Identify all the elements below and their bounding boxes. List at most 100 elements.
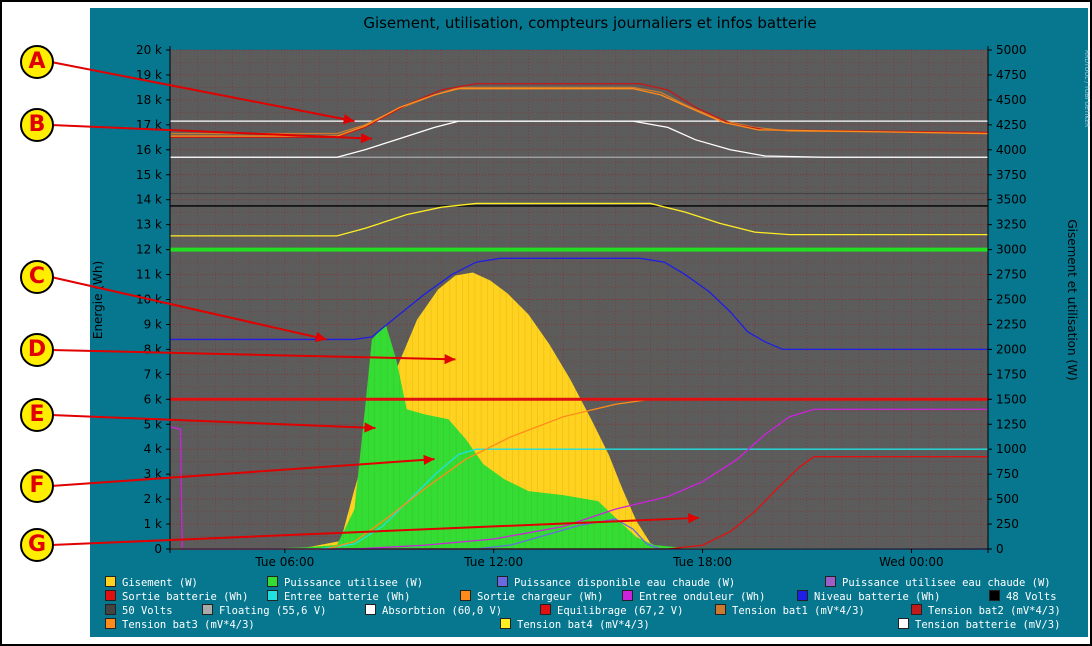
y-tick-label-right: 4500 [996, 93, 1027, 107]
legend-label: Entree batterie (Wh) [284, 591, 411, 603]
legend-label: Equilibrage (67,2 V) [557, 605, 684, 617]
legend-item: Gisement (W) [105, 576, 198, 589]
y-tick-label-right: 2000 [996, 342, 1027, 356]
legend-swatch [202, 604, 213, 615]
plot-area: 01 k2 k3 k4 k5 k6 k7 k8 k9 k10 k11 k12 k… [136, 43, 1027, 569]
series-line [170, 202, 988, 237]
annotation-arrowhead [688, 513, 700, 524]
y-tick-label-right: 3000 [996, 243, 1027, 257]
legend-label: Gisement (W) [122, 577, 198, 589]
annotation-arrowhead [314, 332, 327, 343]
y-tick-label-left: 18 k [136, 93, 162, 107]
y-tick-label-right: 2250 [996, 317, 1027, 331]
y-tick-label-left: 19 k [136, 68, 162, 82]
legend-swatch [898, 618, 909, 629]
x-tick-label: Tue 06:00 [254, 555, 314, 569]
y-tick-label-left: 15 k [136, 168, 162, 182]
y-tick-label-right: 2750 [996, 268, 1027, 282]
legend-item: Floating (55,6 V) [202, 604, 326, 617]
annotation-marker: F [20, 469, 54, 503]
annotation-arrowhead [364, 422, 376, 433]
y-tick-label-right: 500 [996, 492, 1019, 506]
legend-label: Puissance utilisee eau chaude (W) [842, 577, 1051, 589]
y-tick-label-right: 2500 [996, 293, 1027, 307]
x-tick-label: Tue 12:00 [463, 555, 523, 569]
y-tick-label-right: 3500 [996, 193, 1027, 207]
legend-item: Puissance utilisee (W) [267, 576, 423, 589]
legend-item: Sortie batterie (Wh) [105, 590, 248, 603]
legend-swatch [825, 576, 836, 587]
legend-item: Tension bat4 (mV*4/3) [500, 618, 650, 631]
legend-label: Tension bat1 (mV*4/3) [732, 605, 865, 617]
legend-swatch [622, 590, 633, 601]
y-tick-label-left: 8 k [144, 342, 162, 356]
legend-item: Niveau batterie (Wh) [797, 590, 940, 603]
annotation-arrow [50, 414, 376, 429]
y-tick-label-left: 11 k [136, 268, 162, 282]
legend-item: Entree onduleur (Wh) [622, 590, 765, 603]
y-axis-left-label: Energie (Wh) [91, 261, 105, 339]
legend-item: Sortie chargeur (Wh) [460, 590, 603, 603]
y-tick-label-right: 250 [996, 517, 1019, 531]
legend-label: 48 Volts [1006, 591, 1057, 603]
y-tick-label-left: 2 k [144, 492, 162, 506]
annotation-arrowhead [342, 113, 355, 125]
x-tick-label: Wed 00:00 [879, 555, 944, 569]
legend-item: Tension bat1 (mV*4/3) [715, 604, 865, 617]
x-tick-label: Tue 18:00 [672, 555, 732, 569]
series-line [170, 456, 988, 550]
annotation-marker: A [20, 45, 54, 79]
y-tick-label-right: 750 [996, 467, 1019, 481]
y-tick-label-left: 7 k [144, 367, 162, 381]
legend-label: Puissance utilisee (W) [284, 577, 424, 589]
legend-label: Sortie batterie (Wh) [122, 591, 249, 603]
y-tick-label-left: 13 k [136, 218, 162, 232]
series-line [170, 257, 988, 351]
series-line [170, 120, 988, 158]
series-line [170, 88, 989, 137]
y-tick-label-left: 20 k [136, 43, 162, 57]
series-line [170, 398, 988, 550]
legend-label: Niveau batterie (Wh) [814, 591, 941, 603]
y-tick-label-left: 5 k [144, 417, 162, 431]
legend-label: Floating (55,6 V) [219, 605, 327, 617]
legend-swatch [497, 576, 508, 587]
legend-item: Absorbtion (60,0 V) [365, 604, 502, 617]
y-tick-label-right: 1750 [996, 367, 1027, 381]
legend-label: Tension bat2 (mV*4/3) [928, 605, 1061, 617]
legend-swatch [797, 590, 808, 601]
legend-swatch [911, 604, 922, 615]
legend-swatch [989, 590, 1000, 601]
series-area [170, 324, 988, 549]
legend-item: 50 Volts [105, 604, 173, 617]
legend-swatch [267, 590, 278, 601]
annotation-arrow [50, 124, 372, 140]
legend-label: Tension bat4 (mV*4/3) [517, 619, 650, 631]
legend-swatch [105, 590, 116, 601]
y-tick-label-left: 12 k [136, 243, 162, 257]
y-axis-right-label: Gisement et utilisation (W) [1065, 219, 1079, 380]
annotation-arrow [50, 458, 435, 487]
legend-swatch [540, 604, 551, 615]
annotation-arrowhead [444, 354, 456, 365]
legend-swatch [500, 618, 511, 629]
legend-item: Tension bat3 (mV*4/3) [105, 618, 255, 631]
y-tick-label-right: 3250 [996, 218, 1027, 232]
y-tick-label-right: 1250 [996, 417, 1027, 431]
legend-label: 50 Volts [122, 605, 173, 617]
annotation-marker: G [20, 528, 54, 562]
annotation-marker: E [20, 398, 54, 432]
legend-swatch [365, 604, 376, 615]
y-tick-label-right: 4250 [996, 118, 1027, 132]
annotation-arrow [50, 516, 700, 546]
legend-swatch [267, 576, 278, 587]
y-tick-label-left: 6 k [144, 392, 162, 406]
legend-label: Tension batterie (mV/3) [915, 619, 1061, 631]
chart-title: Gisement, utilisation, compteurs journal… [363, 14, 816, 32]
legend-item: Equilibrage (67,2 V) [540, 604, 683, 617]
annotation-arrow [50, 61, 355, 123]
annotation-arrow [50, 349, 456, 361]
legend-label: Absorbtion (60,0 V) [382, 605, 503, 617]
rrdtool-credit: RRDTOOL / TOBI OETIKER [1083, 50, 1090, 128]
